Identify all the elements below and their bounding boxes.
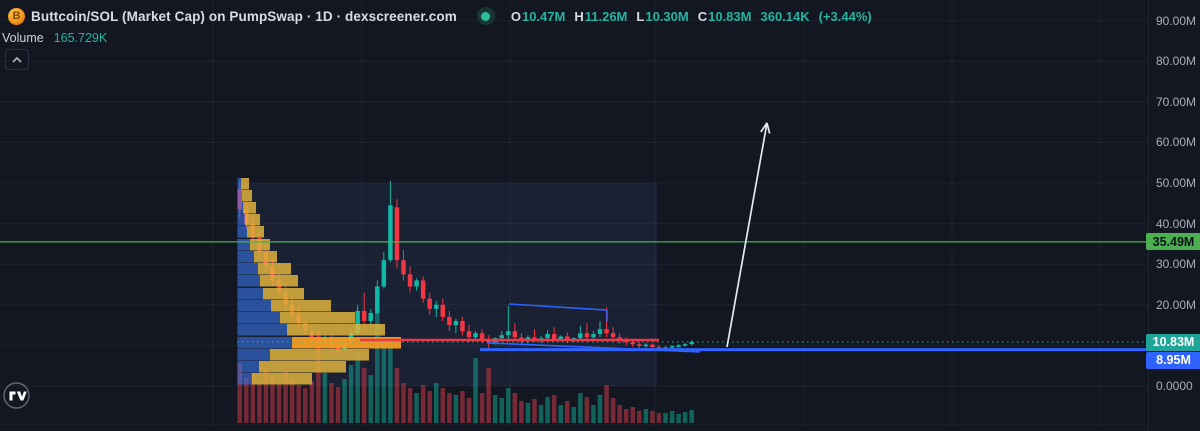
volume-indicator-value: 165.729K [53,31,108,45]
close-value: 10.83M [708,8,752,24]
high-label: H [574,8,584,24]
volume-indicator-label[interactable]: Volume [2,31,44,45]
lower-trendline [486,342,701,353]
axis-tick: 20.00M [1156,297,1197,312]
arrow-drawing[interactable] [726,122,771,348]
low-value: 10.30M [645,8,689,24]
low-label: L [636,8,645,24]
change-percent: (+3.44%) [818,8,872,24]
drawing-lines[interactable] [0,241,1148,353]
axis-tick: 0.0000 [1156,379,1193,393]
axis-tick: 70.00M [1156,94,1197,109]
axis-tick: 90.00M [1156,13,1197,28]
collapse-legend-button[interactable] [5,49,29,70]
symbol-title[interactable]: Buttcoin/SOL (Market Cap) on PumpSwap · … [31,8,457,24]
volume-profile [237,178,401,385]
chevron-up-icon [12,56,22,63]
bar-volume-value: 360.14K [760,8,810,24]
coin-icon: B [8,7,25,25]
price-axis[interactable]: 90.00M 80.00M 70.00M 60.00M 50.00M 40.00M 30.0… [1146,0,1200,431]
volume-indicator-legend: Volume 165.729K [2,31,107,45]
grid-lines [0,0,1148,426]
axis-tick: 40.00M [1156,216,1197,231]
axis-tick: 50.00M [1156,176,1197,190]
high-value: 11.26M [584,8,628,24]
close-label: C [697,8,708,24]
axis-tick: 30.00M [1156,257,1197,272]
volume-bars [237,295,694,423]
price-badge[interactable]: 35.49M [1146,233,1200,251]
open-label: O [510,8,521,24]
symbol-legend: B Buttcoin/SOL (Market Cap) on PumpSwap … [8,7,872,25]
tradingview-logo[interactable] [3,382,30,409]
status-dot-icon [476,7,495,25]
upper-trendline [508,303,608,311]
ohlc-values: O 10.47M H 11.26M L 10.30M C 10.83M 360.… [511,9,872,24]
axis-tick: 60.00M [1156,135,1197,150]
price-badge[interactable]: 10.83M [1146,333,1200,351]
price-badge[interactable]: 8.95M [1146,351,1200,369]
open-value: 10.47M [521,8,566,24]
axis-tick: 80.00M [1156,54,1197,69]
